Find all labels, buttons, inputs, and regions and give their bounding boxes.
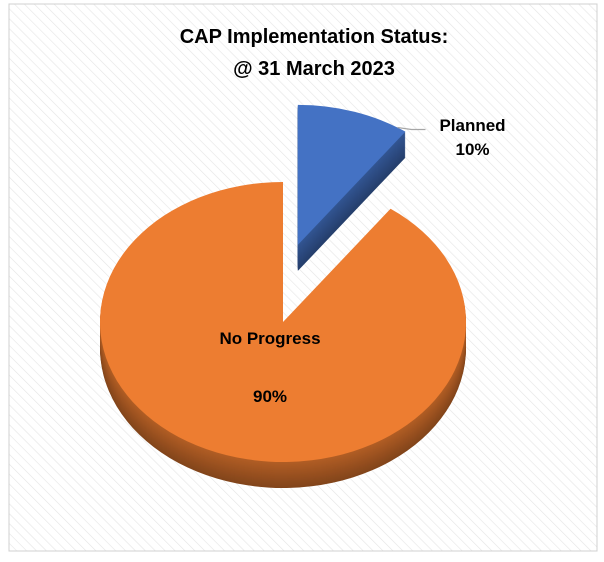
value-label: 10% xyxy=(455,139,490,159)
category-label: Planned xyxy=(439,115,506,135)
slice-top xyxy=(99,182,466,462)
chart-subtitle: @ 31 March 2023 xyxy=(233,58,395,80)
category-label: No Progress xyxy=(219,329,321,348)
pie xyxy=(99,104,467,488)
chart-title: CAP Implementation Status: xyxy=(180,26,449,48)
pie-slice xyxy=(99,182,467,488)
pie-slice xyxy=(297,104,406,271)
slice-top xyxy=(297,104,406,245)
leader-line xyxy=(397,126,426,131)
value-label: 90% xyxy=(252,387,288,406)
